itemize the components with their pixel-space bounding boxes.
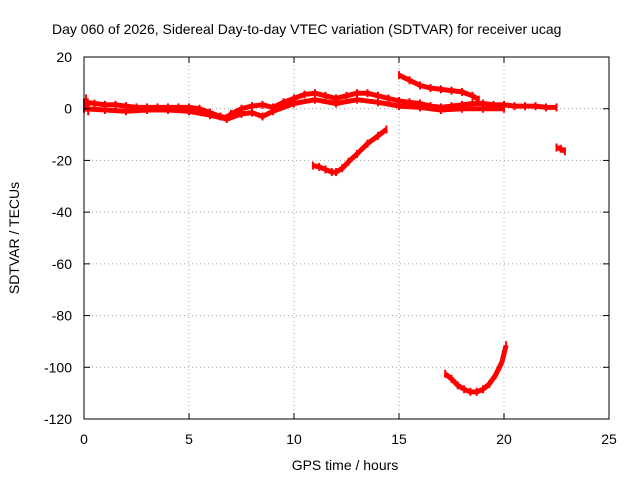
x-tick-label: 15 <box>391 431 407 447</box>
y-tick-labels: 20 0 -20 -40 -60 -80 -100 -120 <box>44 49 72 427</box>
plot-frame <box>83 56 610 420</box>
y-tick-label: -80 <box>52 308 72 324</box>
x-axis-label: GPS time / hours <box>292 457 399 473</box>
y-tick-label: 0 <box>64 101 72 117</box>
y-tick-label: 20 <box>56 49 72 65</box>
x-tick-labels: 0 5 10 15 20 25 <box>80 431 617 447</box>
y-tick-label: -100 <box>44 359 72 375</box>
chart-title: Day 060 of 2026, Sidereal Day-to-day VTE… <box>52 21 561 37</box>
x-tick-label: 0 <box>80 431 88 447</box>
y-tick-label: -60 <box>52 256 72 272</box>
x-tick-label: 5 <box>185 431 193 447</box>
x-tick-label: 20 <box>496 431 512 447</box>
data-series <box>83 71 567 396</box>
series-deep-arc <box>443 344 509 395</box>
x-tick-label: 25 <box>601 431 617 447</box>
series-arc-11-14 <box>312 127 388 175</box>
axis-ticks <box>83 56 610 420</box>
y-tick-label: -20 <box>52 152 72 168</box>
series-main-band <box>83 90 557 121</box>
y-tick-label: -120 <box>44 411 72 427</box>
grid <box>84 57 609 419</box>
x-tick-label: 10 <box>286 431 302 447</box>
y-tick-label: -40 <box>52 204 72 220</box>
y-axis-label: SDTVAR / TECUs <box>6 182 22 294</box>
series-arc-15-19 <box>397 72 481 102</box>
